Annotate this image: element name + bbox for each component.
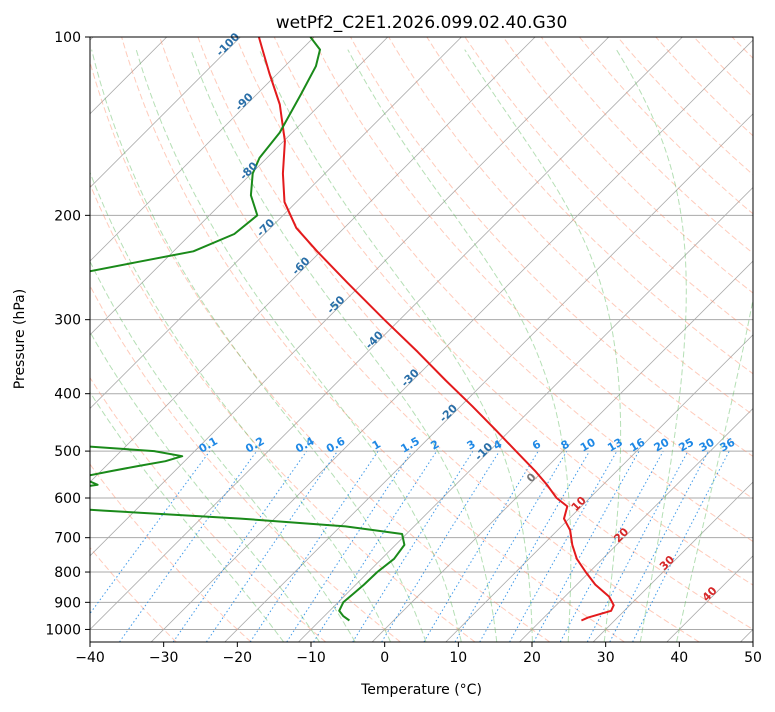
y-tick-label: 300 (54, 313, 81, 329)
x-axis-label: Temperature (°C) (360, 682, 482, 698)
chart-title: wetPf2_C2E1.2026.099.02.40.G30 (276, 13, 568, 33)
y-axis-label: Pressure (hPa) (12, 289, 28, 389)
y-tick-label: 100 (54, 30, 81, 46)
y-tick-label: 900 (54, 595, 81, 611)
plot-background (90, 37, 753, 642)
y-tick-label: 800 (54, 565, 81, 581)
x-tick-label: 50 (744, 650, 762, 666)
y-tick-label: 700 (54, 531, 81, 547)
x-tick-label: 20 (523, 650, 541, 666)
x-tick-label: 40 (670, 650, 688, 666)
x-tick-label: −40 (75, 650, 105, 666)
x-tick-label: 0 (380, 650, 389, 666)
y-tick-label: 400 (54, 387, 81, 403)
x-tick-label: −10 (296, 650, 326, 666)
x-tick-label: −20 (223, 650, 253, 666)
x-tick-label: 10 (449, 650, 467, 666)
x-tick-label: 30 (597, 650, 615, 666)
y-tick-label: 600 (54, 491, 81, 507)
x-tick-label: −30 (149, 650, 179, 666)
y-tick-label: 1000 (45, 622, 81, 638)
y-tick-label: 200 (54, 208, 81, 224)
y-tick-label: 500 (54, 444, 81, 460)
